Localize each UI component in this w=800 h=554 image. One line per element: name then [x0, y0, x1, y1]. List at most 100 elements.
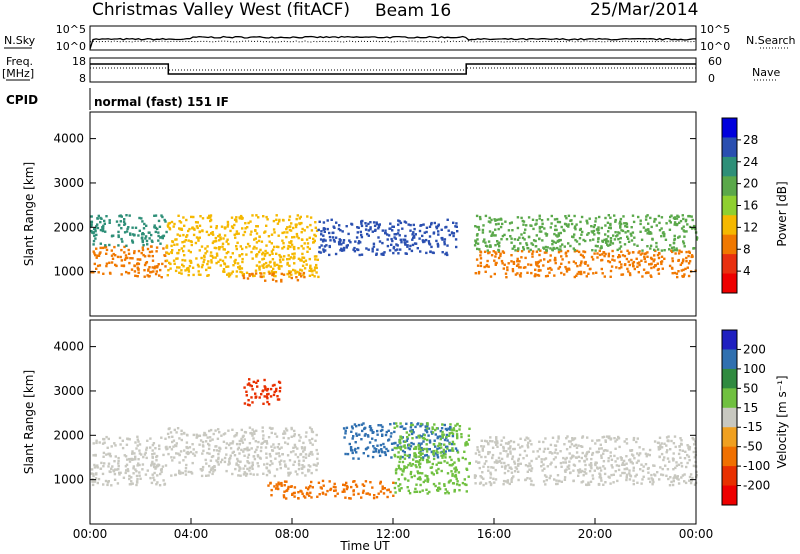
heatmap-cell [502, 251, 506, 254]
heatmap-cell [277, 487, 280, 491]
heatmap-cell [193, 228, 196, 231]
heatmap-cell [155, 454, 159, 458]
heatmap-cell [273, 261, 276, 264]
heatmap-cell [179, 471, 182, 474]
heatmap-cell [529, 477, 532, 480]
heatmap-cell [367, 454, 370, 458]
colorbar-swatch [722, 234, 737, 255]
heatmap-cell [302, 271, 306, 275]
heatmap-cell [631, 251, 635, 254]
heatmap-cell [635, 257, 638, 260]
heatmap-cell [585, 452, 588, 456]
heatmap-cell [692, 247, 696, 250]
heatmap-cell [609, 216, 612, 219]
heatmap-cell [221, 458, 224, 461]
heatmap-cell [270, 270, 274, 273]
heatmap-cell [607, 457, 610, 460]
heatmap-cell [498, 245, 501, 248]
heatmap-cell [170, 456, 173, 459]
heatmap-cell [505, 238, 509, 241]
heatmap-cell [115, 468, 118, 471]
heatmap-cell [401, 460, 405, 464]
heatmap-cell [280, 484, 283, 487]
heatmap-cell [651, 238, 654, 241]
heatmap-cell [390, 456, 393, 459]
heatmap-cell [577, 444, 580, 447]
heatmap-cell [202, 449, 205, 452]
heatmap-cell [534, 273, 537, 276]
colorbar-tick-label: 24 [743, 155, 758, 169]
heatmap-cell [545, 234, 548, 237]
heatmap-cell [579, 272, 582, 275]
heatmap-cell [117, 224, 121, 227]
heatmap-cell [658, 436, 662, 439]
colorbar-tick-label: 8 [743, 242, 751, 256]
heatmap-cell [290, 273, 293, 276]
heatmap-cell [259, 449, 263, 453]
heatmap-cell [352, 457, 355, 460]
heatmap-cell [306, 225, 309, 229]
heatmap-cell [90, 220, 94, 224]
heatmap-cell [106, 483, 109, 487]
heatmap-cell [631, 214, 635, 217]
heatmap-cell [315, 263, 318, 267]
heatmap-cell [381, 433, 384, 436]
heatmap-cell [288, 218, 291, 222]
heatmap-cell [437, 224, 440, 228]
heatmap-cell [223, 226, 227, 229]
heatmap-cell [167, 452, 170, 456]
heatmap-cell [500, 439, 503, 442]
heatmap-cell [654, 264, 657, 267]
heatmap-cell [290, 243, 294, 246]
heatmap-cell [425, 450, 429, 453]
heatmap-cell [298, 459, 301, 463]
heatmap-cell [413, 474, 416, 478]
heatmap-cell [527, 250, 531, 253]
colorbar-swatch [722, 388, 737, 409]
heatmap-cell [543, 258, 546, 261]
heatmap-cell [206, 245, 209, 248]
heatmap-cell [119, 443, 122, 446]
heatmap-cell [427, 427, 431, 430]
heatmap-cell [157, 219, 161, 223]
heatmap-cell [478, 453, 481, 457]
heatmap-cell [407, 433, 411, 437]
heatmap-cell [135, 474, 139, 478]
heatmap-cell [625, 257, 629, 261]
heatmap-cell [96, 264, 100, 268]
heatmap-cell [120, 259, 123, 262]
heatmap-cell [353, 250, 357, 253]
heatmap-cell [684, 481, 688, 485]
heatmap-cell [322, 248, 325, 251]
heatmap-cell [663, 249, 666, 252]
heatmap-cell [479, 257, 483, 260]
heatmap-cell [162, 453, 165, 457]
heatmap-cell [248, 461, 251, 465]
heatmap-cell [409, 229, 412, 232]
heatmap-cell [404, 243, 407, 246]
heatmap-cell [276, 446, 279, 449]
heatmap-cell [600, 226, 603, 230]
heatmap-cell [306, 488, 310, 491]
heatmap-cell [320, 244, 323, 247]
heatmap-cell [689, 481, 693, 485]
heatmap-cell [238, 439, 241, 443]
heatmap-cell [321, 479, 325, 483]
heatmap-cell [125, 443, 129, 446]
heatmap-cell [269, 455, 272, 458]
heatmap-cell [197, 239, 200, 242]
heatmap-cell [581, 435, 585, 438]
heatmap-cell [195, 451, 198, 454]
heatmap-cell [268, 272, 271, 275]
heatmap-cell [649, 216, 652, 220]
heatmap-cell [644, 452, 648, 455]
heatmap-cell [215, 226, 218, 230]
heatmap-cell [621, 463, 624, 466]
heatmap-cell [293, 443, 297, 447]
heatmap-cell [523, 238, 526, 241]
heatmap-cell [167, 225, 170, 228]
heatmap-cell [263, 231, 266, 234]
heatmap-cell [451, 434, 455, 438]
y-tick-label: 4000 [53, 340, 84, 354]
heatmap-cell [587, 450, 590, 453]
